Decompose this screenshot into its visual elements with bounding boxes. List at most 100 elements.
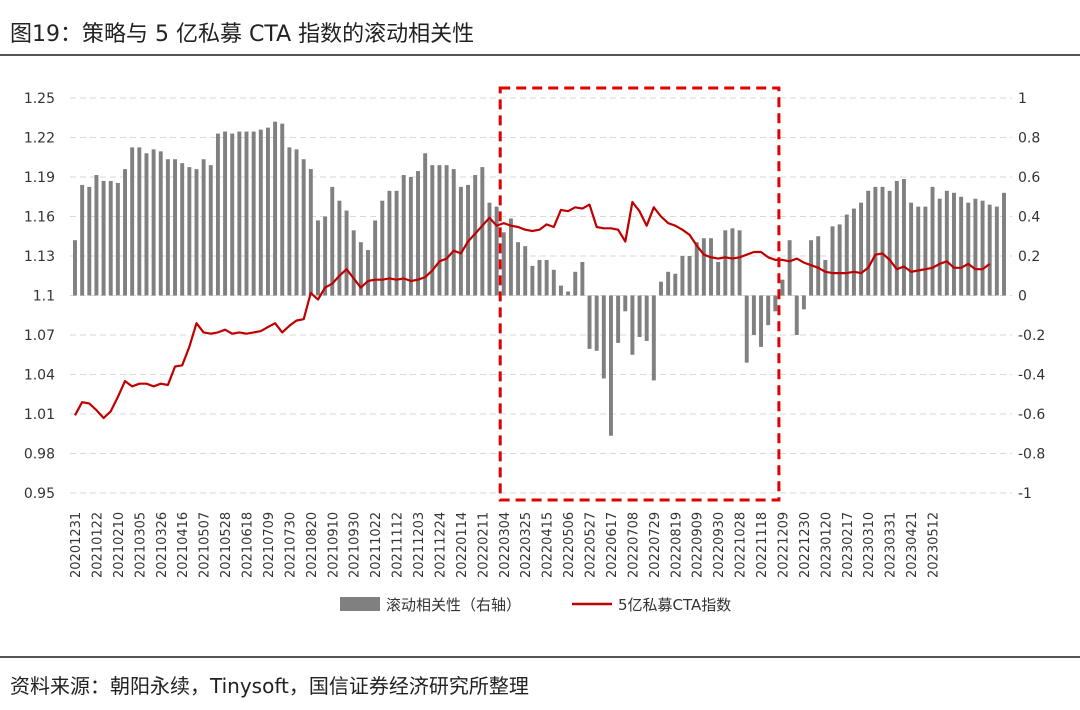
x-tick-label: 20210730 bbox=[283, 512, 298, 578]
left-axis-ticks: 1.25 1.22 1.19 1.16 1.13 1.1 1.07 1.04 1.01 0.98 0… bbox=[24, 91, 55, 502]
correlation-bar bbox=[601, 295, 606, 379]
correlation-bar bbox=[680, 256, 685, 296]
left-tick-label: 0.95 bbox=[24, 486, 55, 502]
title-divider bbox=[0, 54, 1080, 56]
correlation-bar bbox=[230, 133, 235, 296]
correlation-bar bbox=[659, 281, 663, 296]
x-axis-ticks: 20201231 20210122 20210210 20210305 20210326… bbox=[69, 512, 942, 578]
correlation-bar bbox=[408, 177, 413, 296]
correlation-bar bbox=[137, 147, 142, 296]
x-tick-label: 20230310 bbox=[862, 512, 877, 578]
correlation-bar bbox=[666, 271, 671, 296]
correlation-bar bbox=[101, 180, 106, 296]
correlation-bar bbox=[423, 153, 428, 296]
correlation-bar bbox=[558, 285, 563, 296]
correlation-bar bbox=[987, 204, 992, 296]
left-tick-label: 0.98 bbox=[24, 447, 55, 463]
correlation-bar bbox=[994, 206, 999, 296]
correlation-bar bbox=[94, 175, 99, 296]
correlation-bar bbox=[801, 295, 806, 310]
correlation-bar bbox=[723, 230, 728, 296]
left-tick-label: 1.04 bbox=[24, 368, 55, 384]
correlation-bar bbox=[730, 228, 735, 296]
x-tick-label: 20230421 bbox=[905, 512, 920, 578]
correlation-bar bbox=[566, 291, 571, 296]
correlation-bar bbox=[623, 295, 628, 312]
correlation-bar bbox=[201, 159, 206, 296]
correlation-bar bbox=[323, 216, 328, 296]
correlation-bar bbox=[587, 295, 592, 349]
correlation-bar bbox=[316, 220, 320, 296]
x-tick-label: 20210416 bbox=[176, 512, 191, 578]
x-tick-label: 20220304 bbox=[498, 512, 513, 578]
left-tick-label: 1.07 bbox=[24, 328, 55, 344]
legend-line-label: 5亿私募CTA指数 bbox=[618, 596, 731, 614]
legend: 滚动相关性（右轴） 5亿私募CTA指数 bbox=[340, 596, 731, 614]
correlation-bar bbox=[809, 240, 814, 296]
x-tick-label: 20220211 bbox=[476, 512, 491, 578]
left-tick-label: 1.1 bbox=[33, 289, 55, 305]
correlation-bar bbox=[716, 261, 721, 296]
correlation-bar bbox=[373, 220, 378, 296]
correlation-bar bbox=[644, 295, 649, 341]
correlation-chart: 1.25 1.22 1.19 1.16 1.13 1.1 1.07 1.04 1.01 0.98 0… bbox=[24, 86, 1045, 614]
correlation-bar bbox=[701, 238, 706, 296]
x-tick-label: 20210305 bbox=[133, 512, 148, 578]
x-tick-label: 20220819 bbox=[669, 512, 684, 578]
correlation-bar bbox=[73, 240, 77, 296]
correlation-bar bbox=[487, 202, 492, 296]
correlation-bar bbox=[366, 250, 370, 296]
correlation-bar bbox=[123, 169, 127, 296]
correlation-bar bbox=[766, 295, 771, 326]
x-tick-label: 20210326 bbox=[155, 512, 170, 578]
correlation-bar bbox=[530, 265, 535, 296]
correlation-bar bbox=[194, 169, 199, 296]
correlation-bar bbox=[258, 129, 263, 296]
correlation-bar bbox=[223, 131, 228, 296]
x-tick-label: 20230120 bbox=[819, 512, 834, 578]
correlation-bar bbox=[458, 186, 463, 296]
correlation-bar bbox=[451, 169, 456, 296]
x-tick-label: 20220708 bbox=[626, 512, 641, 578]
correlation-bar bbox=[158, 151, 163, 296]
correlation-bar bbox=[251, 131, 256, 296]
x-tick-label: 20211203 bbox=[412, 512, 427, 578]
correlation-bar bbox=[580, 261, 585, 296]
correlation-bar bbox=[573, 271, 578, 296]
correlation-bar bbox=[394, 190, 399, 296]
correlation-bar bbox=[537, 259, 542, 296]
correlation-bar bbox=[130, 147, 135, 296]
right-tick-label: 1 bbox=[1018, 91, 1027, 107]
right-tick-label: 0.4 bbox=[1018, 210, 1040, 226]
correlation-bar bbox=[444, 165, 449, 296]
correlation-bar bbox=[108, 180, 113, 296]
right-tick-label: -0.8 bbox=[1018, 447, 1045, 463]
x-tick-label: 20210709 bbox=[262, 512, 277, 578]
x-tick-label: 20220325 bbox=[519, 512, 534, 578]
right-axis-ticks: 1 0.8 0.6 0.4 0.2 0 -0.2 -0.4 -0.6 -0.8 -1 bbox=[1018, 91, 1045, 502]
correlation-bar bbox=[880, 186, 885, 296]
x-tick-label: 20220729 bbox=[648, 512, 663, 578]
correlation-bar bbox=[751, 295, 756, 335]
correlation-bar bbox=[837, 224, 842, 296]
correlation-bar bbox=[244, 131, 249, 296]
correlation-bar bbox=[494, 206, 499, 296]
x-tick-label: 20210122 bbox=[90, 512, 105, 578]
left-tick-label: 1.25 bbox=[24, 91, 55, 107]
correlation-bar bbox=[473, 175, 478, 296]
correlation-bar bbox=[787, 240, 792, 296]
highlight-box bbox=[498, 86, 781, 502]
right-tick-label: -0.6 bbox=[1018, 407, 1045, 423]
correlation-bar bbox=[115, 182, 120, 296]
correlation-bar bbox=[523, 246, 528, 296]
right-tick-label: 0.8 bbox=[1018, 131, 1040, 147]
correlation-bar bbox=[151, 149, 156, 296]
gridlines bbox=[70, 97, 1012, 494]
correlation-bar bbox=[608, 295, 613, 436]
correlation-bar bbox=[215, 133, 220, 296]
x-tick-label: 20220527 bbox=[584, 512, 599, 578]
correlation-bar bbox=[1002, 192, 1006, 296]
x-tick-label: 20220909 bbox=[691, 512, 706, 578]
correlation-bar bbox=[959, 196, 964, 296]
correlation-bar bbox=[773, 295, 778, 312]
